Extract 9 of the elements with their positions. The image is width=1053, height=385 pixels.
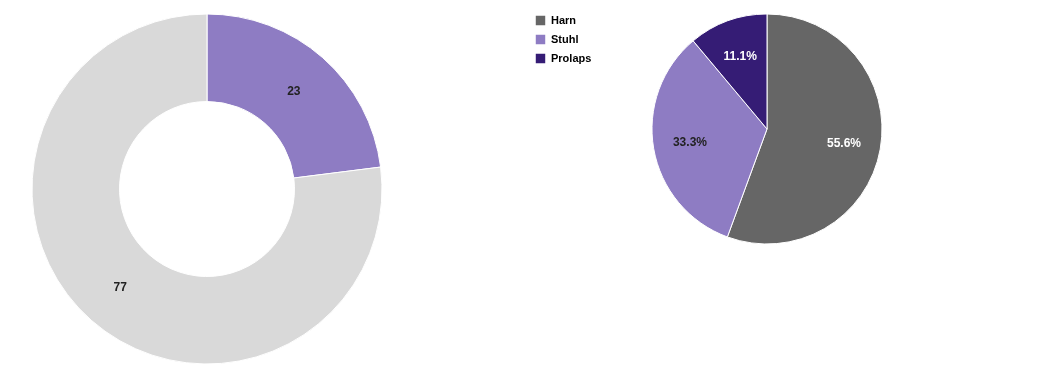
data-label: 11.1%: [723, 48, 758, 63]
data-label: 33.3%: [672, 135, 708, 150]
data-label: 77: [113, 280, 128, 295]
legend-label: Harn: [551, 13, 577, 26]
legend-label: Prolaps: [551, 51, 592, 64]
data-label: 55.6%: [826, 135, 862, 150]
legend-label: Stuhl: [551, 32, 579, 45]
donut-slice: [31, 13, 383, 365]
data-label: 23: [287, 83, 301, 98]
